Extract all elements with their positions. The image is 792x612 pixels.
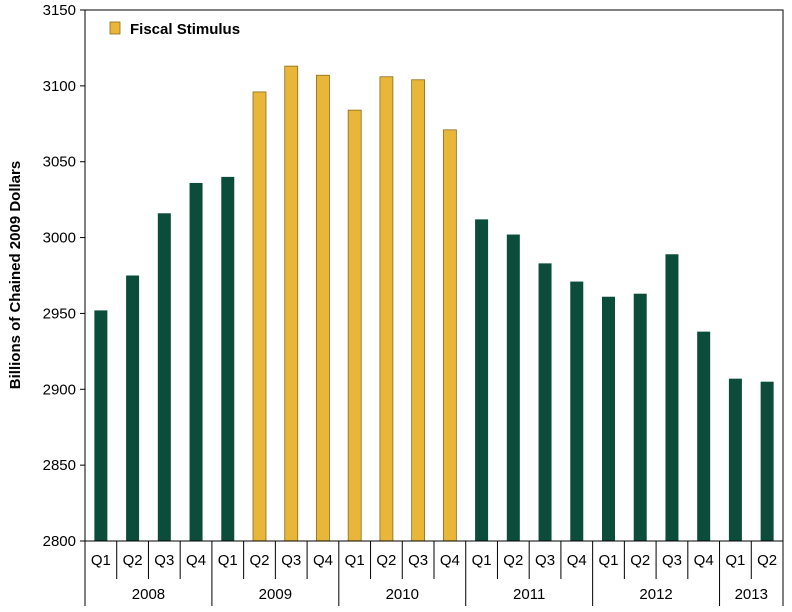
x-tick-label-quarter: Q4 [186, 552, 206, 569]
x-tick-label-quarter: Q3 [154, 552, 174, 569]
legend: Fiscal Stimulus [109, 21, 240, 38]
x-tick-label-quarter: Q3 [281, 552, 301, 569]
bar-2008-q2 [126, 275, 140, 541]
bar-2008-q3 [157, 213, 171, 541]
x-tick-label-quarter: Q4 [440, 552, 460, 569]
bar-2012-q3 [665, 254, 679, 541]
bar-2011-q4 [570, 281, 584, 541]
x-group-label-year: 2013 [735, 586, 768, 603]
x-group-label-year: 2011 [513, 586, 545, 603]
bars-layer [94, 65, 774, 542]
bar-2008-q4 [189, 182, 203, 541]
y-tick-label: 2850 [43, 457, 76, 474]
bar-2009-q3 [284, 65, 299, 542]
legend-label-fiscal-stimulus: Fiscal Stimulus [130, 21, 240, 38]
bar-2012-q2 [633, 293, 647, 541]
x-tick-label-quarter: Q3 [535, 552, 555, 569]
bar-2010-q4 [442, 129, 457, 542]
bar-2009-q2 [252, 91, 267, 542]
y-tick-label: 2800 [43, 533, 76, 550]
x-group-label-year: 2008 [132, 586, 165, 603]
bar-2010-q3 [411, 79, 426, 542]
bar-2012-q1 [602, 296, 615, 541]
bar-2011-q1 [475, 219, 489, 541]
x-tick-label-quarter: Q1 [345, 552, 365, 569]
bar-2011-q2 [506, 234, 520, 541]
x-tick-label-quarter: Q1 [91, 552, 111, 569]
x-group-label-year: 2009 [259, 586, 292, 603]
x-tick-label-quarter: Q1 [218, 552, 238, 569]
bar-2012-q4 [697, 331, 711, 541]
legend-swatch-fiscal-stimulus [109, 21, 121, 35]
x-tick-label-quarter: Q1 [725, 552, 745, 569]
x-tick-label-quarter: Q4 [694, 552, 714, 569]
y-tick-label: 3000 [43, 230, 76, 247]
x-group-label-year: 2012 [639, 586, 672, 603]
y-tick-label: 3150 [43, 2, 76, 19]
x-tick-label-quarter: Q3 [408, 552, 428, 569]
bar-2010-q1 [347, 109, 362, 542]
x-axis: Q1 Q2 Q3 Q4 Q1 Q2 Q3 Q4 Q1 Q2 Q3 Q4 Q1 Q2 Q3 Q4 Q1 Q2 Q3 Q4… [84, 541, 784, 606]
bar-2010-q2 [379, 76, 394, 542]
bar-2011-q3 [538, 263, 552, 541]
y-axis-title: Billions of Chained 2009 Dollars [7, 161, 24, 389]
bar-2009-q1 [221, 176, 235, 541]
x-tick-label-quarter: Q1 [598, 552, 618, 569]
y-tick-label: 2950 [43, 305, 76, 322]
bar-2008-q1 [94, 310, 108, 541]
x-tick-label-quarter: Q1 [472, 552, 492, 569]
y-tick-label: 3050 [43, 154, 76, 171]
x-group-label-year: 2010 [386, 586, 419, 603]
x-tick-label-quarter: Q2 [376, 552, 396, 569]
x-tick-label-quarter: Q2 [630, 552, 650, 569]
y-axis: 2800 2850 2900 2950 3000 3050 3100 3150 [43, 2, 85, 550]
x-tick-label-quarter: Q2 [503, 552, 523, 569]
x-tick-label-quarter: Q2 [123, 552, 143, 569]
y-tick-label: 2900 [43, 381, 76, 398]
y-tick-label: 3100 [43, 78, 76, 95]
bar-2013-q1 [728, 378, 742, 541]
bar-2013-q2 [760, 381, 774, 541]
x-tick-label-quarter: Q2 [757, 552, 777, 569]
x-tick-label-quarter: Q4 [567, 552, 587, 569]
x-tick-label-quarter: Q3 [662, 552, 682, 569]
x-tick-label-quarter: Q4 [313, 552, 333, 569]
bar-2009-q4 [316, 74, 330, 542]
x-tick-label-quarter: Q2 [249, 552, 269, 569]
